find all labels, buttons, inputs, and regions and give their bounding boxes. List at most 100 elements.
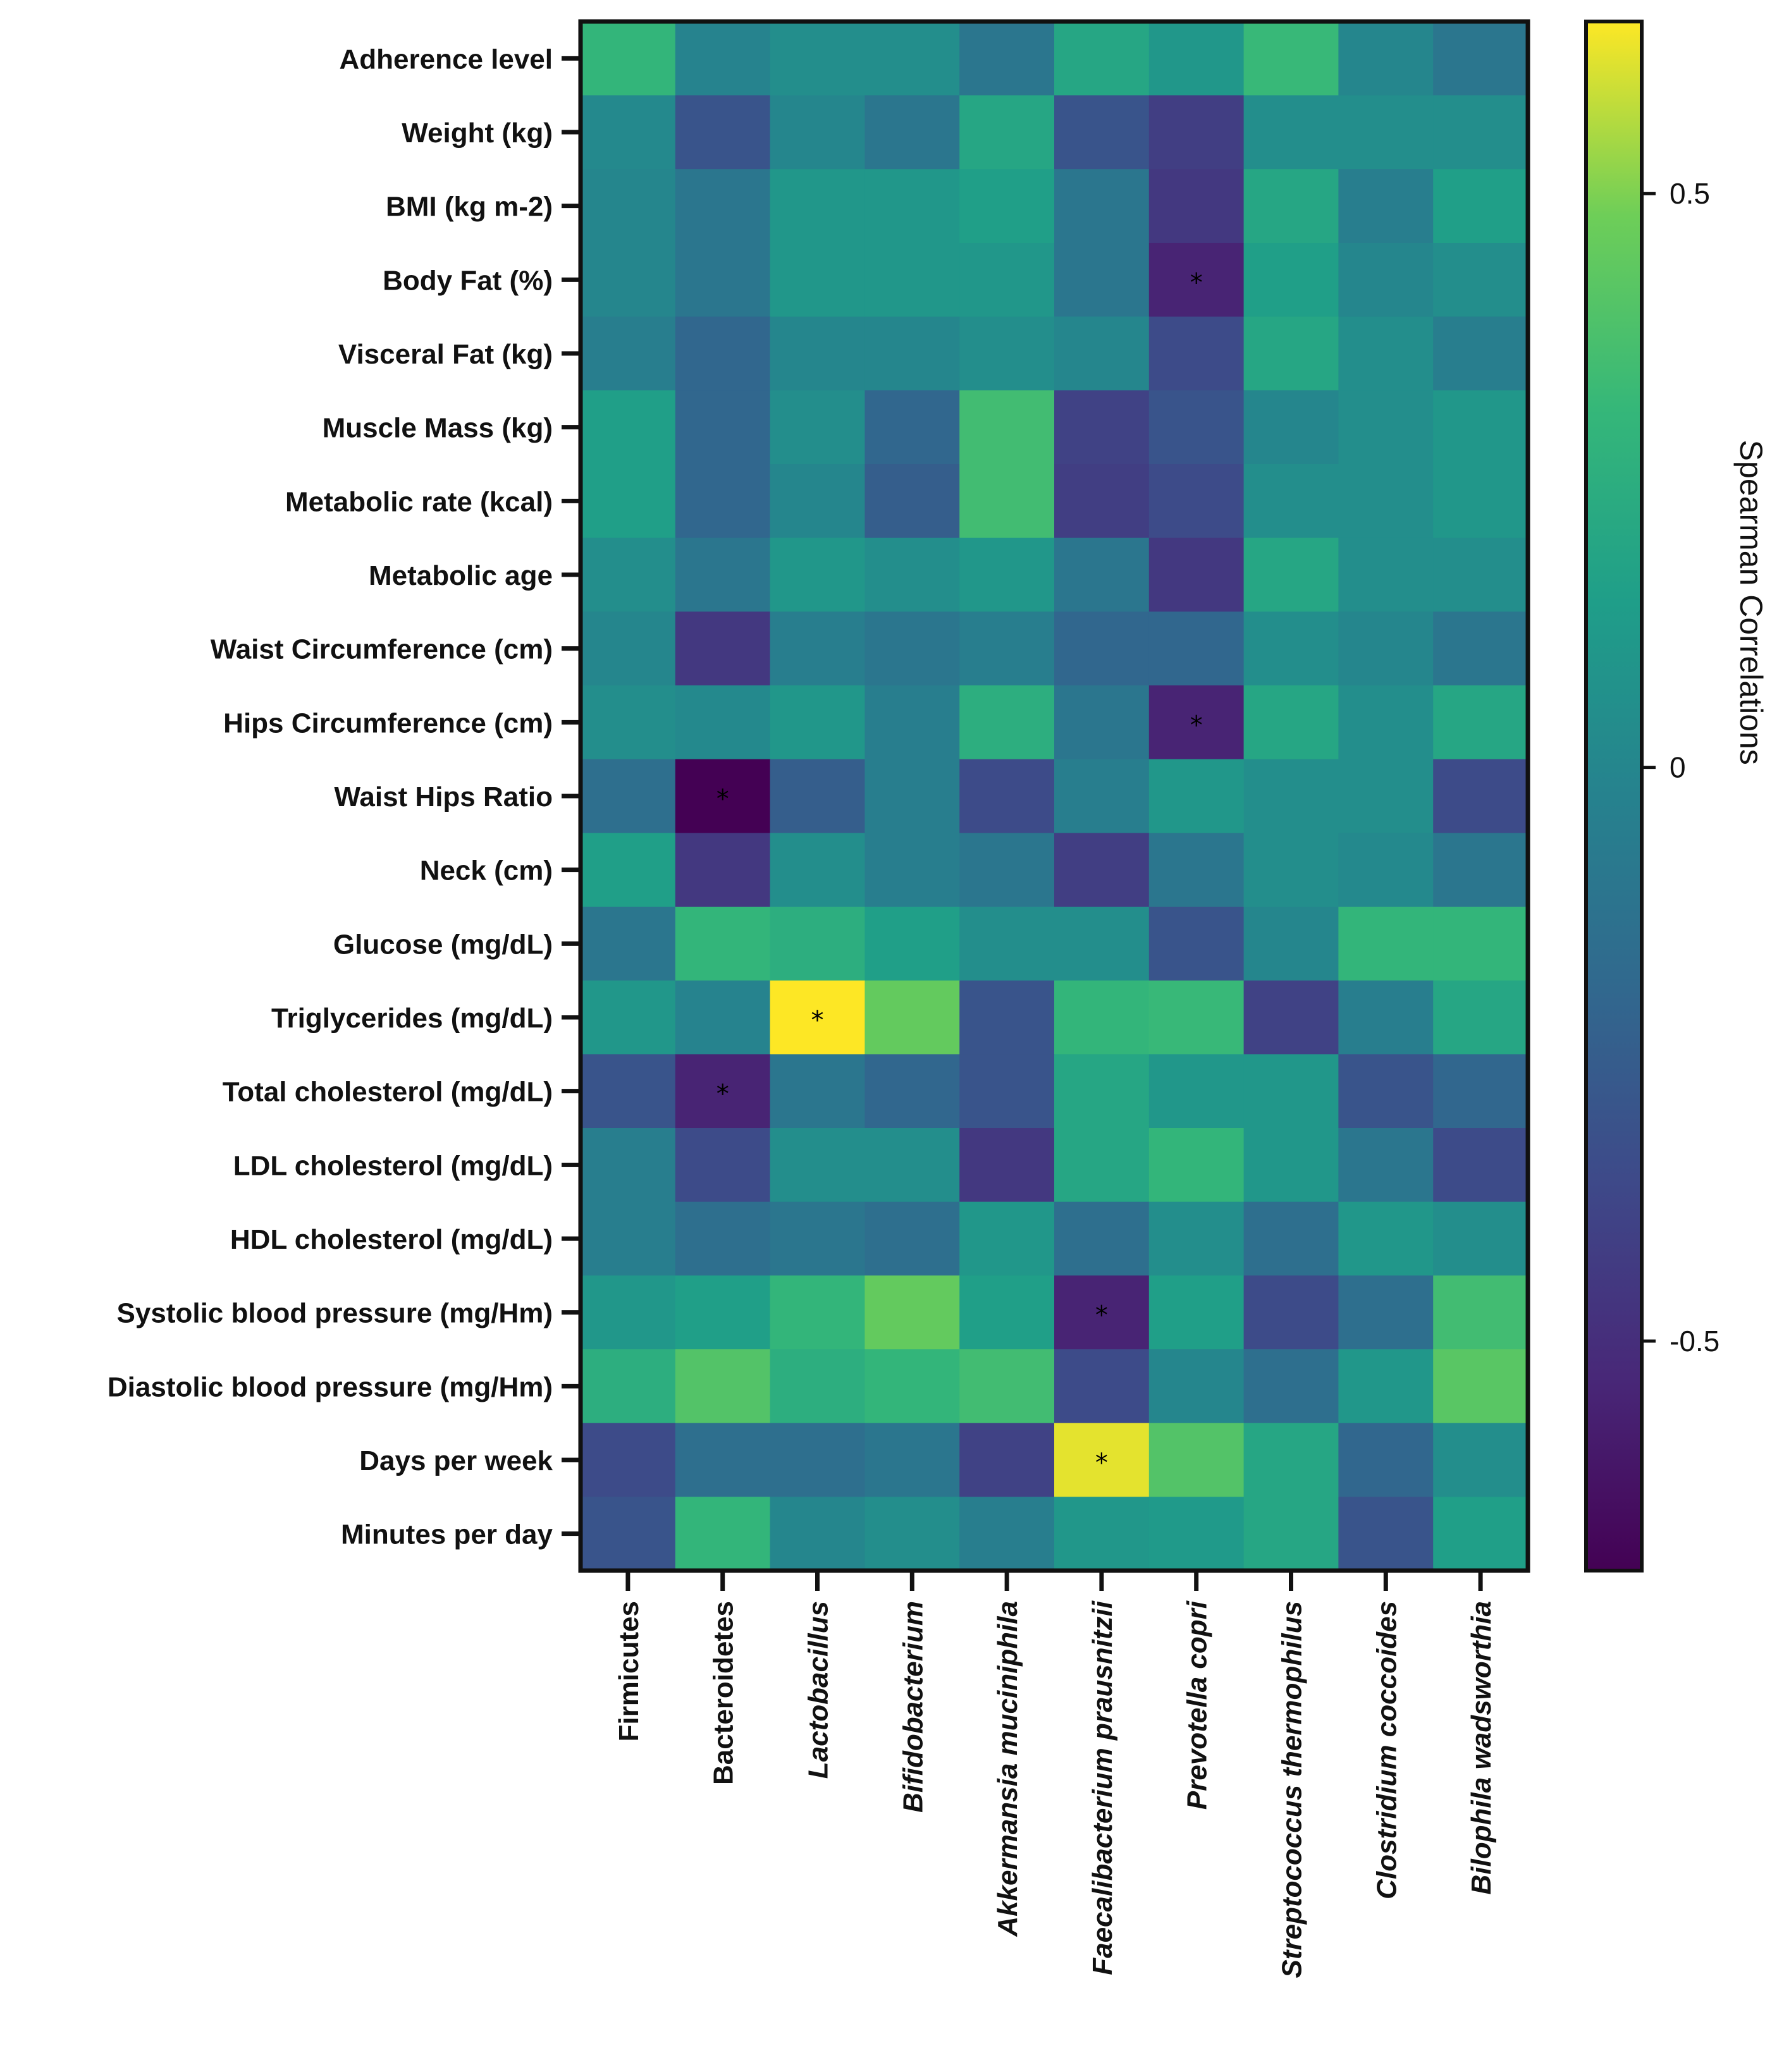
heatmap-cell — [1148, 1497, 1245, 1571]
colorbar-gradient — [1584, 20, 1644, 1572]
heatmap-cell — [1433, 1349, 1529, 1424]
heatmap-cell — [770, 243, 865, 317]
heatmap-cell — [864, 1201, 960, 1276]
heatmap-cell — [1338, 759, 1434, 833]
heatmap-cell — [1338, 833, 1434, 907]
heatmap-cell — [675, 95, 771, 169]
heatmap-cell — [675, 1275, 771, 1350]
heatmap-cell — [1243, 1054, 1339, 1129]
colorbar: 0.5 0 -0.5 Spearman Correlations — [1584, 20, 1769, 1572]
y-tick-label: Triglycerides (mg/dL) — [271, 1003, 553, 1034]
y-tick-label: Waist Hips Ratio — [334, 782, 553, 812]
y-tick-label: Neck (cm) — [420, 855, 553, 886]
heatmap-cell — [770, 833, 865, 907]
heatmap-cell — [1243, 907, 1339, 981]
heatmap-cell — [675, 685, 771, 760]
heatmap-cell — [1243, 1201, 1339, 1276]
heatmap-cell — [1054, 316, 1150, 391]
heatmap-cell — [1054, 759, 1150, 833]
heatmap-cell — [1338, 537, 1434, 612]
heatmap-cell — [1338, 907, 1434, 981]
heatmap-cell — [1148, 685, 1245, 760]
heatmap-cell — [675, 390, 771, 465]
y-tick-label: Metabolic age — [369, 560, 553, 591]
heatmap-cell — [864, 169, 960, 243]
y-tick-label: BMI (kg m-2) — [386, 192, 553, 223]
heatmap-cell — [770, 95, 865, 169]
heatmap-cell — [1054, 537, 1150, 612]
heatmap-cell — [581, 169, 676, 243]
y-tick-label: LDL cholesterol (mg/dL) — [233, 1150, 553, 1181]
heatmap-cell — [675, 1497, 771, 1571]
heatmap-cell — [1243, 611, 1339, 686]
heatmap-cell — [770, 1349, 865, 1424]
heatmap-cell — [864, 980, 960, 1055]
heatmap-cell — [581, 464, 676, 539]
heatmap-cell — [959, 464, 1055, 539]
heatmap-cell — [675, 21, 771, 96]
heatmap-cell — [1243, 243, 1339, 317]
heatmap-cell — [770, 1201, 865, 1276]
heatmap-cell — [1338, 1275, 1434, 1350]
y-tick-label: HDL cholesterol (mg/dL) — [230, 1224, 553, 1255]
heatmap-cell — [1433, 1128, 1529, 1203]
heatmap-cell — [675, 611, 771, 686]
heatmap-cell — [1433, 1054, 1529, 1129]
heatmap-cell — [1433, 21, 1529, 96]
heatmap-cell — [864, 21, 960, 96]
heatmap-cell — [1338, 1128, 1434, 1203]
heatmap-cell — [1338, 390, 1434, 465]
heatmap-cell — [1148, 1054, 1245, 1129]
heatmap-cell — [864, 1054, 960, 1129]
heatmap-cell — [1054, 1201, 1150, 1276]
heatmap-cell — [959, 1349, 1055, 1424]
heatmap-cell — [770, 685, 865, 760]
y-axis: Adherence level Weight (kg) BMI (kg m-2) Bo… — [108, 44, 581, 1550]
heatmap-cell — [864, 1423, 960, 1497]
heatmap-cell — [1054, 1054, 1150, 1129]
heatmap-cell — [581, 1275, 676, 1350]
heatmap-cell — [581, 1128, 676, 1203]
y-tick-label: Metabolic rate (kcal) — [285, 486, 553, 517]
heatmap-cell — [864, 1128, 960, 1203]
x-tick-label: Streptococcus thermophilus — [1277, 1601, 1308, 1978]
heatmap-cell — [1243, 95, 1339, 169]
heatmap-cell — [1433, 833, 1529, 907]
heatmap-cell — [1338, 980, 1434, 1055]
x-tick-label: Clostridium coccoides — [1371, 1601, 1402, 1899]
heatmap-cell — [1433, 1423, 1529, 1497]
heatmap-cell — [1338, 169, 1434, 243]
heatmap-cell — [581, 685, 676, 760]
y-tick-label: Diastolic blood pressure (mg/Hm) — [108, 1371, 553, 1402]
y-tick-label: Adherence level — [340, 44, 553, 75]
heatmap-cell — [770, 390, 865, 465]
heatmap-cell — [1433, 243, 1529, 317]
colorbar-tick-label: 0 — [1670, 751, 1686, 784]
heatmap-cell — [1148, 243, 1245, 317]
heatmap-cell — [1054, 611, 1150, 686]
heatmap-cell — [864, 685, 960, 760]
heatmap-cell — [1148, 759, 1245, 833]
significance-star: * — [717, 785, 729, 814]
heatmap-cell — [1054, 907, 1150, 981]
x-axis: Firmicutes Bacteroidetes Lactobacillus Bifi… — [613, 1571, 1497, 1978]
heatmap-cell — [1054, 1349, 1150, 1424]
heatmap-cell — [770, 759, 865, 833]
y-tick-label: Minutes per day — [341, 1519, 553, 1550]
y-tick-label: Total cholesterol (mg/dL) — [223, 1077, 553, 1108]
heatmap-cell — [581, 833, 676, 907]
heatmap-cell — [1243, 1423, 1339, 1497]
heatmap-cell — [1433, 1497, 1529, 1571]
y-tick-label: Muscle Mass (kg) — [323, 413, 553, 444]
heatmap-cell — [1433, 1275, 1529, 1350]
heatmap-cell — [1054, 1275, 1150, 1350]
heatmap-cell — [1433, 464, 1529, 539]
x-tick-label: Bacteroidetes — [708, 1601, 739, 1785]
heatmap-cell — [864, 95, 960, 169]
y-tick-label: Systolic blood pressure (mg/Hm) — [117, 1298, 553, 1329]
heatmap-cells — [581, 21, 1529, 1571]
heatmap-cell — [581, 611, 676, 686]
heatmap-cell — [581, 980, 676, 1055]
colorbar-tick-label: 0.5 — [1670, 177, 1710, 210]
